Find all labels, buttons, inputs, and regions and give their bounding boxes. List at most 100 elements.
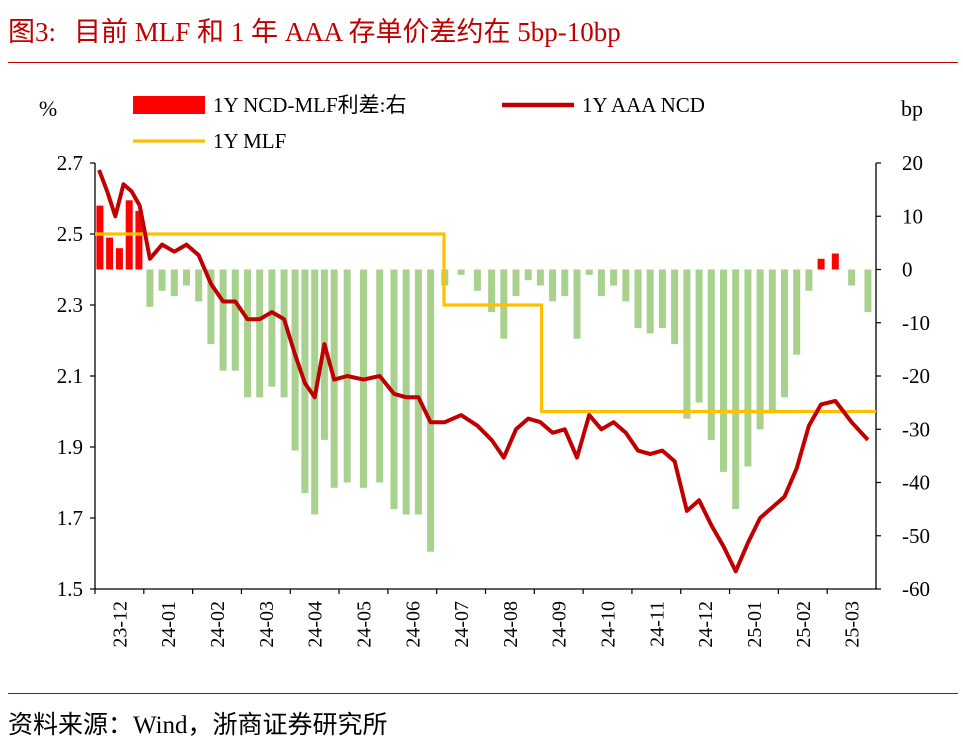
legend-swatch [133, 96, 205, 114]
x-tick-label: 24-10 [598, 601, 620, 648]
right-tick-label: -60 [902, 577, 930, 601]
right-tick-label: 20 [902, 151, 923, 175]
x-tick-label: 25-01 [744, 601, 766, 648]
spread-bar [768, 269, 776, 414]
x-tick-label: 24-01 [158, 601, 180, 648]
spread-bar [549, 269, 557, 302]
spread-bar [244, 269, 251, 398]
spread-bar [732, 269, 740, 510]
spread-bar [573, 269, 581, 339]
spread-bar [646, 269, 654, 334]
spread-bar [634, 269, 642, 329]
spread-bar [671, 269, 679, 345]
x-tick-label: 24-07 [451, 601, 473, 648]
x-tick-label: 24-05 [354, 601, 376, 648]
left-tick-label: 1.9 [57, 435, 83, 459]
spread-bar [195, 269, 203, 302]
left-tick-label: 2.7 [57, 151, 83, 175]
x-tick-label: 24-12 [695, 601, 717, 648]
x-tick-label: 24-04 [305, 601, 327, 648]
legend-mlf: 1Y MLF [133, 129, 286, 153]
x-tick-label: 23-12 [109, 601, 131, 648]
chart: 2.7 2.5 2.3 2.1 1.9 1.7 1.5 20 10 0 -10 -20 -30 -40 -5… [39, 93, 930, 648]
right-tick-label: -20 [902, 364, 930, 388]
spread-bar [115, 248, 123, 270]
left-tick-label: 2.5 [57, 222, 83, 246]
spread-bar [427, 269, 435, 552]
spread-bar [707, 269, 715, 440]
spread-bar [170, 269, 178, 297]
right-axis-unit: bp [901, 96, 923, 121]
spread-bar [683, 269, 691, 419]
spread-bar [756, 269, 764, 430]
spread-bar [561, 269, 569, 297]
spread-bar [219, 269, 227, 371]
left-tick-label: 2.1 [57, 364, 83, 388]
ncd-line [97, 169, 870, 574]
spread-bar [817, 258, 825, 270]
x-tick-label: 24-06 [402, 601, 424, 648]
spread-bar [848, 269, 856, 286]
figure-title-text: 目前 MLF 和 1 年 AAA 存单价差约在 5bp-10bp [74, 17, 621, 47]
right-tick-label: -40 [902, 471, 930, 495]
spread-bar [146, 269, 154, 307]
spread-bar [268, 269, 276, 387]
spread-bar [695, 269, 703, 403]
chart-axes: 2.7 2.5 2.3 2.1 1.9 1.7 1.5 20 10 0 -10 -20 -30 -40 -5… [57, 151, 930, 648]
spread-bar [280, 269, 288, 398]
legend-ncd: 1Y AAA NCD [502, 93, 705, 117]
source-note: 资料来源：Wind，浙商证券研究所 [8, 712, 388, 739]
spread-bar [390, 269, 398, 510]
right-tick-label: 0 [902, 258, 913, 282]
spread-bar [135, 210, 143, 270]
spread-bar [512, 269, 520, 297]
spread-bar [720, 269, 727, 472]
x-tick-label: 25-03 [842, 601, 864, 648]
right-tick-label: -50 [902, 524, 930, 548]
right-tick-label: -30 [902, 417, 930, 441]
left-tick-label: 2.3 [57, 293, 83, 317]
spread-bar [524, 269, 532, 281]
x-tick-label: 24-02 [207, 601, 229, 648]
figure-label: 图3: [8, 17, 57, 47]
chart-legend: 1Y NCD-MLF利差:右 1Y AAA NCD 1Y MLF [133, 93, 705, 153]
spread-bar [658, 269, 666, 329]
spread-bar [207, 269, 215, 345]
spread-bar [457, 269, 465, 275]
spread-bars [96, 200, 872, 552]
spread-bar [488, 269, 496, 313]
spread-bar [402, 269, 410, 515]
spread-bar [256, 269, 264, 398]
spread-bar [536, 269, 544, 286]
figure-title: 图3: 目前 MLF 和 1 年 AAA 存单价差约在 5bp-10bp [8, 10, 621, 49]
left-tick-label: 1.7 [57, 506, 83, 530]
right-tick-label: 10 [902, 204, 923, 228]
title-divider [8, 62, 958, 63]
spread-bar [793, 269, 801, 355]
left-tick-label: 1.5 [57, 577, 83, 601]
left-axis-unit: % [39, 96, 57, 121]
x-tick-label: 24-03 [256, 601, 278, 648]
footer-divider [8, 693, 958, 694]
spread-bar [622, 269, 630, 302]
mlf-line [95, 232, 876, 414]
spread-bar [158, 269, 166, 291]
spread-bar [597, 269, 605, 297]
x-tick-label: 24-11 [646, 601, 668, 647]
spread-bar [744, 269, 752, 467]
legend-label: 1Y AAA NCD [582, 93, 705, 117]
x-tick-label: 25-02 [793, 601, 815, 648]
spread-bar [414, 269, 422, 515]
right-tick-label: -10 [902, 311, 930, 335]
spread-bar [183, 269, 190, 286]
spread-bar [473, 269, 481, 291]
x-tick-label: 24-08 [500, 601, 522, 648]
spread-bar [231, 269, 239, 371]
spread-bar [96, 205, 104, 270]
spread-bar [781, 269, 788, 398]
spread-bar [610, 269, 618, 286]
spread-bar [585, 269, 593, 275]
x-tick-label: 24-09 [549, 601, 571, 648]
spread-bar [864, 269, 872, 313]
legend-spread: 1Y NCD-MLF利差:右 [133, 93, 406, 117]
